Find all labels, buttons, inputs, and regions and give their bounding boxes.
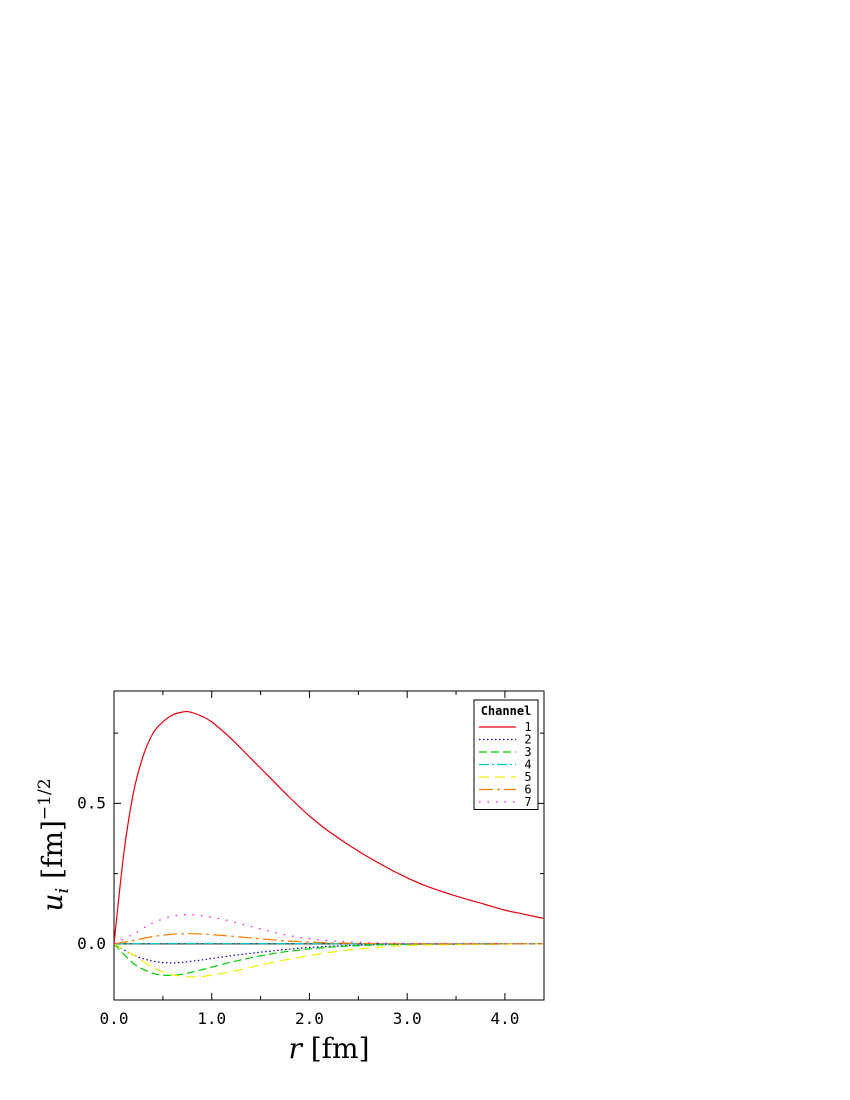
x-axis-label: r [fm]	[288, 1032, 369, 1065]
legend-title: Channel	[481, 704, 532, 718]
legend-label-2: 2	[524, 733, 531, 747]
y-tick-label: 0.5	[77, 793, 106, 812]
tick-labels: 0.0 1.0 2.0 3.0 4.0 0.0 0.5	[77, 793, 519, 1028]
plot-border	[113, 690, 545, 1001]
series-line-5	[114, 943, 544, 978]
x-tick-label: 2.0	[295, 1009, 324, 1028]
series-line-3	[114, 943, 544, 976]
plot-frame	[113, 690, 545, 1001]
legend-label-3: 3	[524, 745, 531, 759]
x-tick-label: 1.0	[197, 1009, 226, 1028]
legend-label-6: 6	[524, 783, 531, 797]
legend-box	[473, 699, 539, 810]
series-line-7	[114, 913, 544, 945]
x-tick-label: 0.0	[100, 1009, 129, 1028]
legend-label-1: 1	[524, 720, 531, 734]
x-tick-label: 3.0	[393, 1009, 422, 1028]
series-line-1	[114, 710, 544, 944]
series-line-6	[114, 933, 544, 945]
legend-label-5: 5	[524, 770, 531, 784]
y-axis-label: ui [fm]−1/2	[35, 778, 73, 911]
legend-label-4: 4	[524, 758, 531, 772]
y-tick-label: 0.0	[77, 934, 106, 953]
series-lines	[114, 710, 544, 978]
x-tick-label: 4.0	[490, 1009, 519, 1028]
legend-label-7: 7	[524, 795, 531, 809]
